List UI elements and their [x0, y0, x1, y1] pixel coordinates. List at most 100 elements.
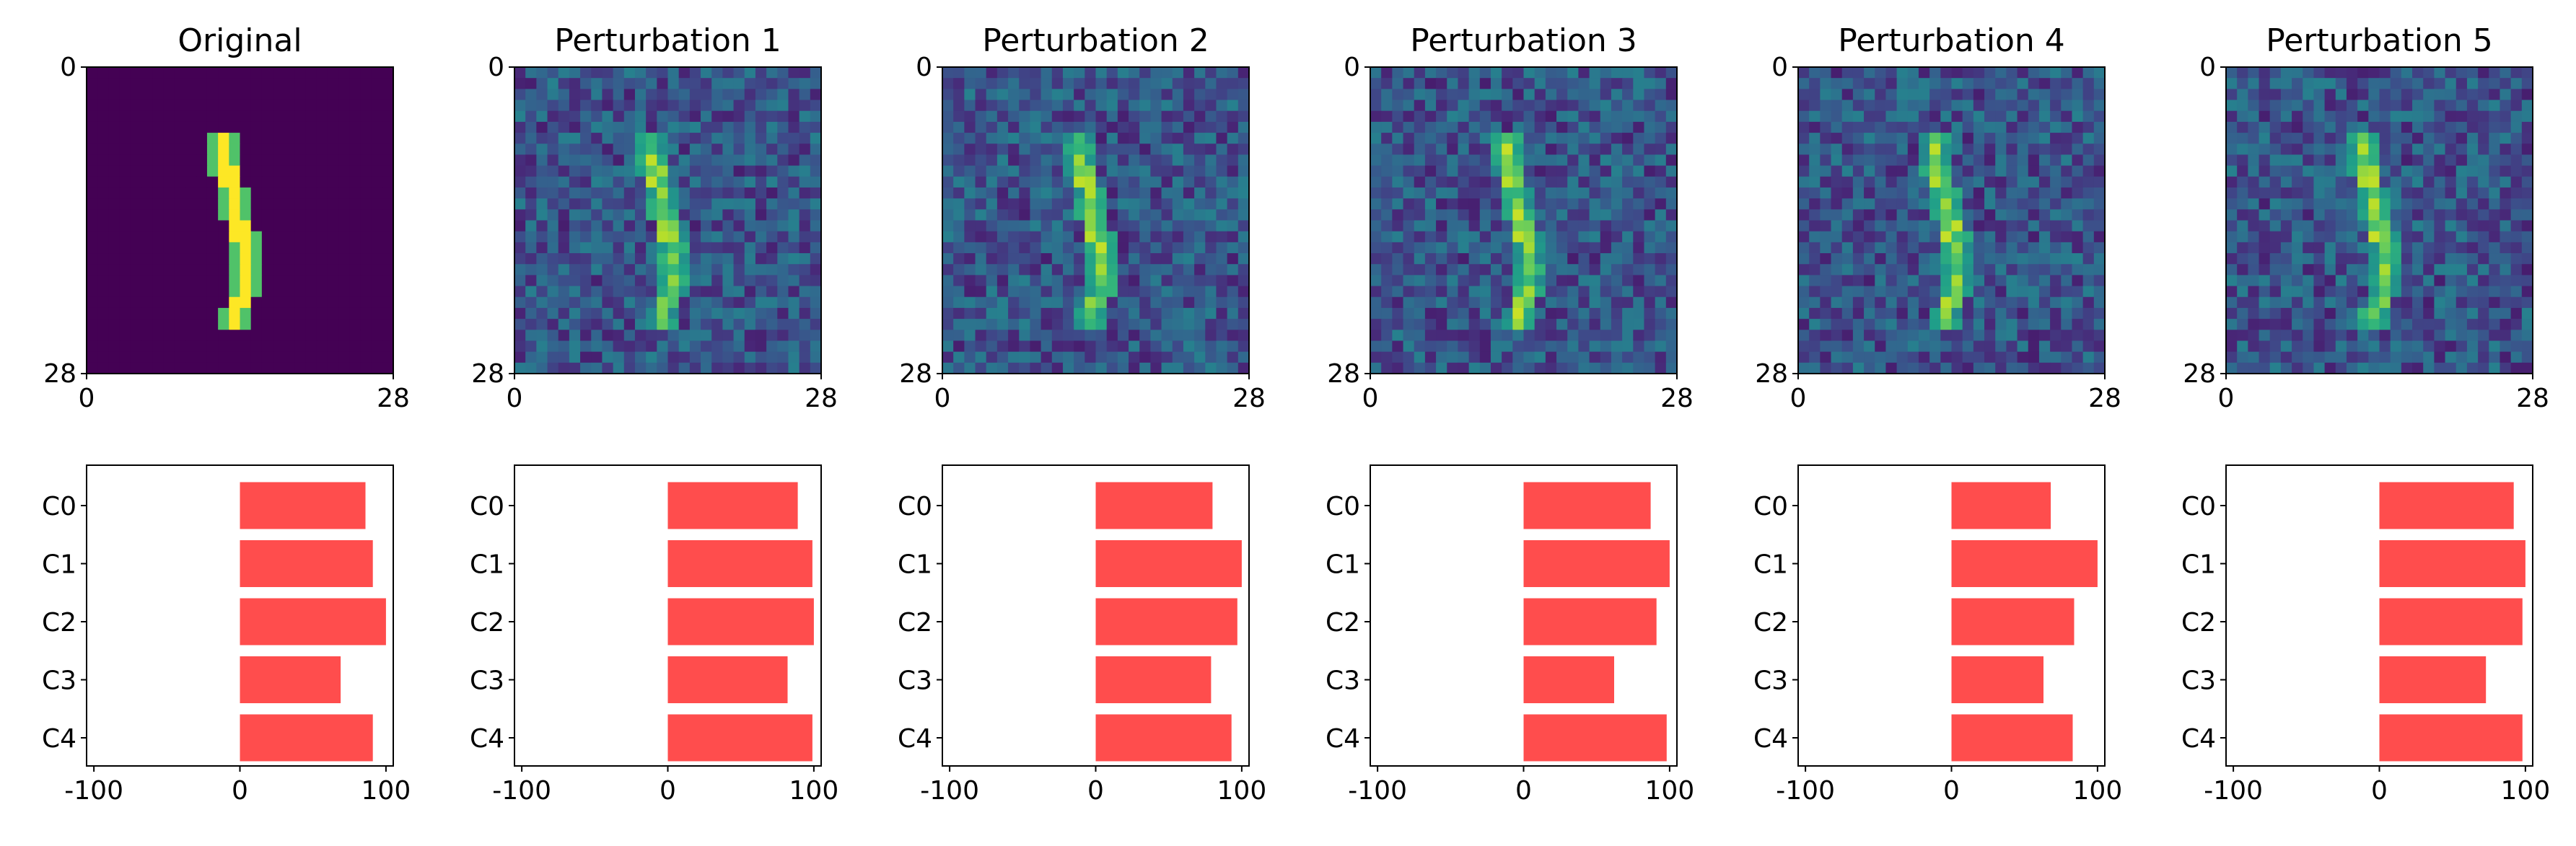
- heatmap-cell: [130, 144, 142, 156]
- heatmap-cell: [2390, 351, 2402, 363]
- heatmap-cell: [1841, 275, 1854, 287]
- heatmap-cell: [1502, 307, 1513, 320]
- heatmap-cell: [1008, 198, 1020, 210]
- heatmap-cell: [174, 176, 186, 188]
- heatmap-cell: [316, 121, 328, 133]
- heatmap-cell: [1918, 154, 1930, 167]
- heatmap-cell: [942, 133, 954, 144]
- heatmap-cell: [97, 275, 109, 287]
- heatmap-cell: [547, 154, 559, 167]
- heatmap-cell: [2006, 187, 2018, 199]
- heatmap-cell: [1578, 198, 1590, 210]
- heatmap-cell: [2248, 100, 2260, 112]
- heatmap-cell: [1512, 89, 1525, 101]
- heatmap-cell: [1611, 176, 1623, 188]
- heatmap-cell: [547, 187, 559, 199]
- heatmap-cell: [1150, 275, 1162, 287]
- heatmap-cell: [2478, 362, 2489, 374]
- heatmap-cell: [2028, 78, 2040, 89]
- heatmap-cell: [1589, 286, 1601, 298]
- heatmap-cell: [657, 286, 669, 298]
- heatmap-cell: [1502, 165, 1513, 177]
- heatmap-cell: [1062, 351, 1074, 363]
- heatmap-cell: [1172, 100, 1184, 112]
- heatmap-cell: [1820, 253, 1832, 265]
- heatmap-cell: [130, 89, 142, 101]
- heatmap-cell: [755, 319, 767, 330]
- heatmap-cell: [602, 362, 614, 374]
- heatmap-cell: [2006, 231, 2018, 243]
- heatmap-cell: [141, 144, 153, 156]
- heatmap-cell: [360, 264, 372, 276]
- heatmap-cell: [1984, 198, 1996, 210]
- heatmap-cell: [678, 231, 691, 243]
- heatmap-cell: [1392, 67, 1404, 79]
- heatmap-cell: [1403, 100, 1415, 112]
- heatmap-cell: [1183, 165, 1195, 177]
- heatmap-cell: [185, 78, 197, 89]
- heatmap-cell: [799, 351, 811, 363]
- heatmap-cell: [2390, 121, 2402, 133]
- heatmap-cell: [942, 330, 954, 342]
- heatmap-cell: [986, 187, 998, 199]
- heatmap-cell: [2017, 330, 2029, 342]
- heatmap-cell: [1458, 89, 1470, 101]
- heatmap-cell: [1227, 340, 1239, 353]
- heatmap-cell: [2434, 307, 2446, 320]
- heatmap-cell: [1907, 362, 1919, 374]
- heatmap-cell: [1600, 296, 1612, 309]
- heatmap-cell: [174, 330, 186, 342]
- heatmap-cell: [777, 187, 789, 199]
- heatmap-cell: [2401, 286, 2413, 298]
- heatmap-cell: [1567, 89, 1579, 101]
- heatmap-cell: [1831, 110, 1843, 123]
- heatmap-cell: [174, 100, 186, 112]
- heatmap-cell: [2455, 100, 2468, 112]
- heatmap-cell: [218, 121, 229, 133]
- y-tick-label: 28: [43, 359, 76, 389]
- heatmap-cell: [97, 100, 109, 112]
- heatmap-cell: [788, 89, 800, 101]
- heatmap-cell: [2038, 78, 2051, 89]
- heatmap-cell: [1085, 340, 1097, 353]
- heatmap-cell: [218, 165, 229, 177]
- heatmap-cell: [634, 286, 647, 298]
- heatmap-cell: [2237, 351, 2248, 363]
- heatmap-cell: [206, 198, 219, 210]
- heatmap-cell: [986, 275, 998, 287]
- heatmap-cell: [1062, 198, 1074, 210]
- heatmap-cell: [163, 165, 175, 177]
- heatmap-cell: [942, 144, 954, 156]
- heatmap-cell: [1095, 286, 1108, 298]
- heatmap-cell: [613, 187, 625, 199]
- heatmap-cell: [558, 187, 570, 199]
- heatmap-cell: [2390, 154, 2402, 167]
- heatmap-cell: [689, 100, 701, 112]
- heatmap-cell: [1567, 220, 1579, 232]
- heatmap-cell: [777, 319, 789, 330]
- heatmap-cell: [1447, 121, 1459, 133]
- heatmap-cell: [1820, 231, 1832, 243]
- heatmap-cell: [744, 319, 756, 330]
- heatmap-cell: [1896, 319, 1909, 330]
- heatmap-cell: [2489, 165, 2501, 177]
- heatmap-cell: [1534, 286, 1546, 298]
- heatmap-cell: [788, 209, 800, 221]
- heatmap-cell: [1655, 209, 1667, 221]
- heatmap-cell: [2401, 275, 2413, 287]
- category-label: C3: [1753, 666, 1788, 696]
- heatmap-cell: [1074, 253, 1085, 265]
- heatmap-cell: [580, 231, 592, 243]
- heatmap-cell: [338, 209, 350, 221]
- heatmap-cell: [2303, 100, 2315, 112]
- heatmap-cell: [525, 144, 537, 156]
- heatmap-cell: [1896, 67, 1909, 79]
- heatmap-cell: [1117, 198, 1129, 210]
- heatmap-cell: [591, 89, 603, 101]
- heatmap-cell: [2038, 362, 2051, 374]
- heatmap-cell: [1798, 351, 1810, 363]
- heatmap-cell: [1041, 198, 1053, 210]
- heatmap-cell: [1512, 176, 1525, 188]
- heatmap-cell: [130, 176, 142, 188]
- heatmap-cell: [1929, 187, 1941, 199]
